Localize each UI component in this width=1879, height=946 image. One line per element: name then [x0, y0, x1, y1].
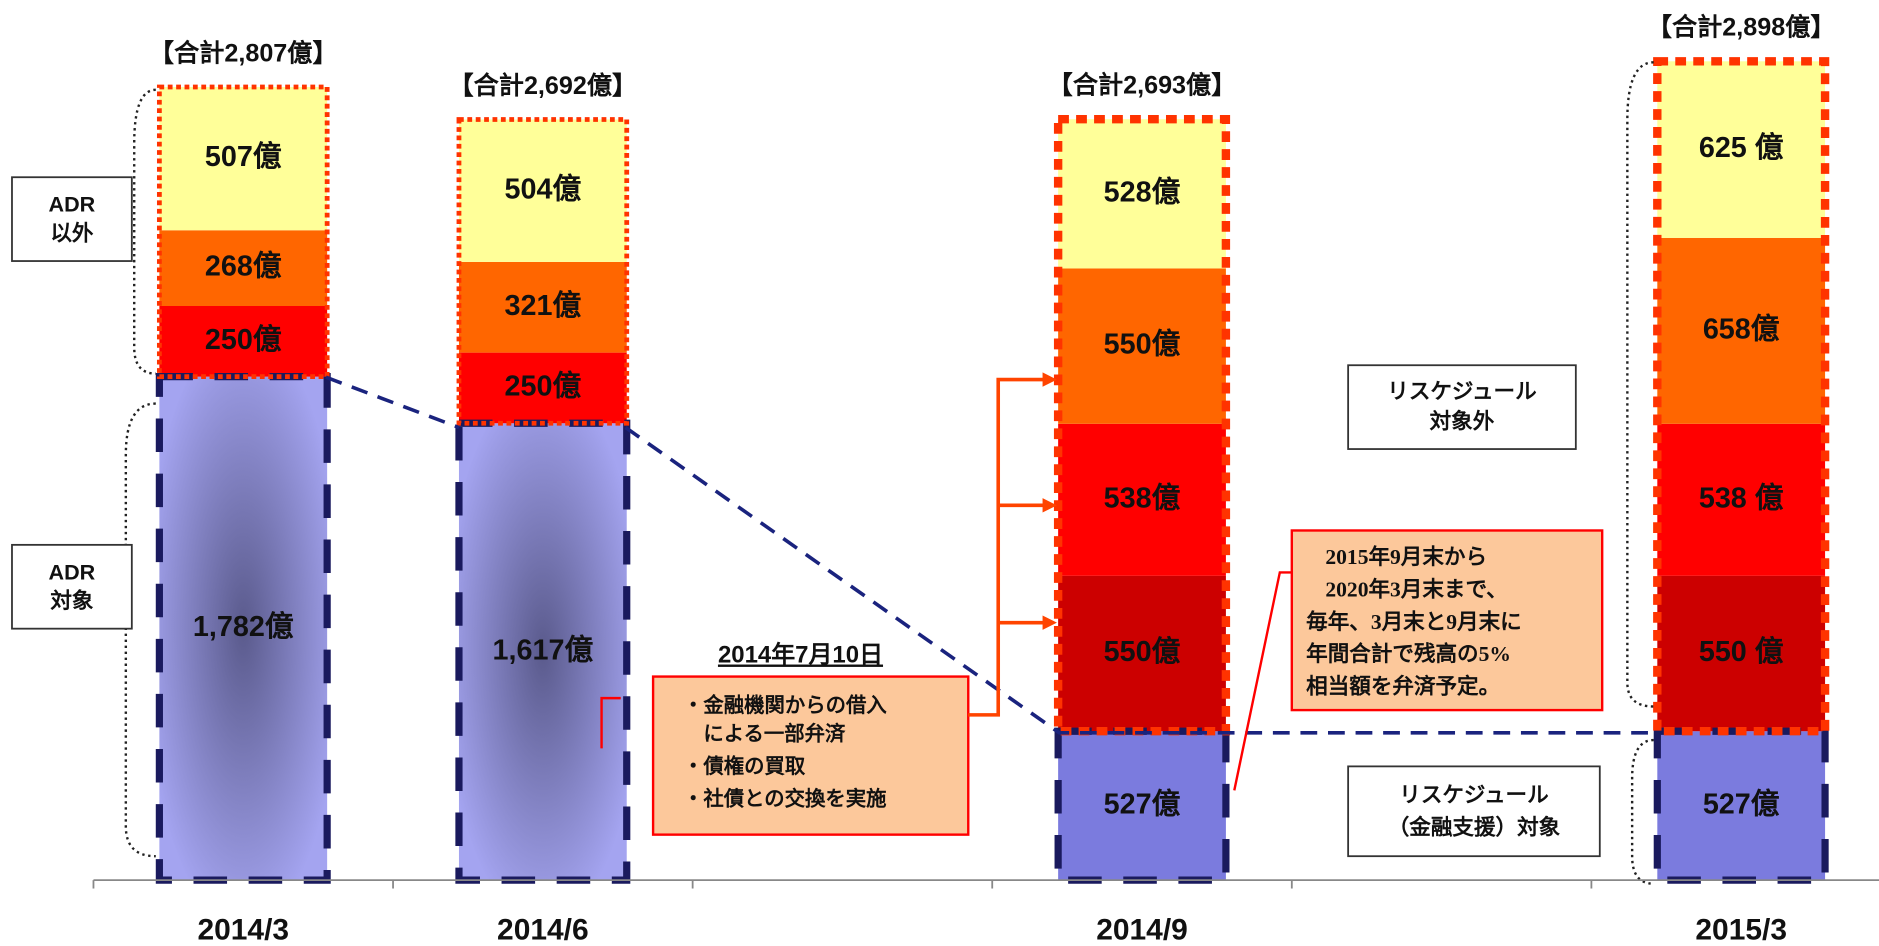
bar-segment — [458, 352, 627, 424]
annotation: （金融支援）対象 — [1388, 814, 1561, 839]
arrows — [968, 377, 1045, 717]
connector — [325, 375, 460, 430]
bracket — [124, 402, 156, 858]
value-label: 1,617億 — [493, 634, 594, 666]
x-tick-label: 2014/9 — [1096, 914, 1188, 946]
arrow-heads — [1042, 372, 1057, 630]
bar-segment — [458, 119, 627, 262]
bar-segment — [1058, 119, 1226, 269]
value-label: 268億 — [205, 251, 282, 283]
annotation: リスケジュール — [1399, 782, 1548, 807]
value-label: 1,782億 — [193, 611, 294, 643]
bar-segment — [1657, 731, 1826, 881]
annotation: 2015年9月末から — [1325, 544, 1487, 569]
value-label: 507億 — [205, 141, 282, 173]
bracket — [1626, 61, 1654, 708]
x-tick-label: 2014/6 — [497, 914, 589, 946]
bar-segment — [1657, 575, 1826, 732]
label-box — [1347, 765, 1601, 858]
bar-segment — [1058, 731, 1226, 881]
value-label: 538 億 — [1699, 482, 1784, 514]
outline-red — [1653, 57, 1830, 736]
axis-ticks — [92, 880, 1593, 889]
annotation: ・金融機関からの借入 — [683, 693, 887, 717]
value-label: 504億 — [504, 173, 581, 205]
x-tick-label: 2015/3 — [1695, 914, 1787, 946]
annotation: 2020年3月末まで、 — [1325, 577, 1507, 602]
bar-segment — [1058, 423, 1226, 576]
annotation: 2014年7月10日 — [718, 641, 883, 669]
callout — [1233, 571, 1292, 791]
outline-red — [456, 117, 630, 426]
bar-segment — [1657, 61, 1826, 238]
annotation: 以外 — [50, 220, 94, 245]
bar-segment — [159, 230, 328, 307]
value-label: 528億 — [1104, 176, 1181, 208]
annotation: 対象 — [50, 588, 94, 613]
annotation: 年間合計で残高の5% — [1306, 641, 1511, 666]
annotation: 毎年、3月末と9月末に — [1306, 609, 1522, 634]
label-box — [1347, 364, 1577, 450]
callout-box — [651, 675, 970, 836]
total-label: 【合計2,807億】 — [149, 38, 338, 67]
bars: 1,782億 250億 268億 507億 【合計2,807億】 1,617億 250億 32… — [149, 13, 1836, 884]
outline-red — [156, 84, 330, 380]
label-box — [11, 543, 133, 630]
connector — [624, 426, 1659, 735]
value-label: 550億 — [1104, 636, 1181, 668]
annotation: 相当額を弁済予定。 — [1306, 674, 1500, 699]
callout — [600, 696, 621, 749]
total-label: 【合計2,693億】 — [1048, 71, 1237, 100]
value-label: 550 億 — [1699, 636, 1784, 668]
bar-segment — [458, 261, 627, 353]
bar-segment — [1058, 268, 1226, 424]
annotation: ADR — [49, 192, 96, 217]
bar-segment — [1657, 423, 1826, 576]
bar-segment — [1657, 237, 1826, 424]
annotation: ・債権の買取 — [683, 754, 806, 778]
value-label: 538億 — [1104, 482, 1181, 514]
annotation: による一部弁済 — [683, 722, 846, 746]
total-label: 【合計2,692億】 — [449, 71, 638, 100]
value-label: 250億 — [504, 371, 581, 403]
value-label: 527億 — [1104, 788, 1181, 820]
x-tick-label: 2014/3 — [197, 914, 289, 946]
callout-box — [1290, 529, 1604, 712]
value-label: 321億 — [504, 290, 581, 322]
value-label: 250億 — [205, 324, 282, 356]
annotation: 対象外 — [1430, 408, 1495, 433]
annotation: ADR — [49, 559, 96, 584]
annotation: リスケジュール — [1387, 378, 1536, 403]
bar-segment — [159, 306, 328, 377]
value-label: 550億 — [1104, 329, 1181, 361]
value-label: 527億 — [1703, 788, 1780, 820]
label-box — [11, 176, 133, 262]
bar-segment — [159, 376, 328, 881]
bar-segment — [1058, 575, 1226, 732]
annotation: ・社債との交換を実施 — [683, 786, 887, 810]
total-label: 【合計2,898億】 — [1647, 13, 1836, 42]
bracket — [133, 88, 156, 375]
value-label: 658億 — [1703, 313, 1780, 345]
value-label: 625 億 — [1699, 132, 1784, 164]
bar-segment — [159, 87, 328, 231]
bracket — [1630, 738, 1654, 885]
bar-segment — [458, 423, 627, 881]
